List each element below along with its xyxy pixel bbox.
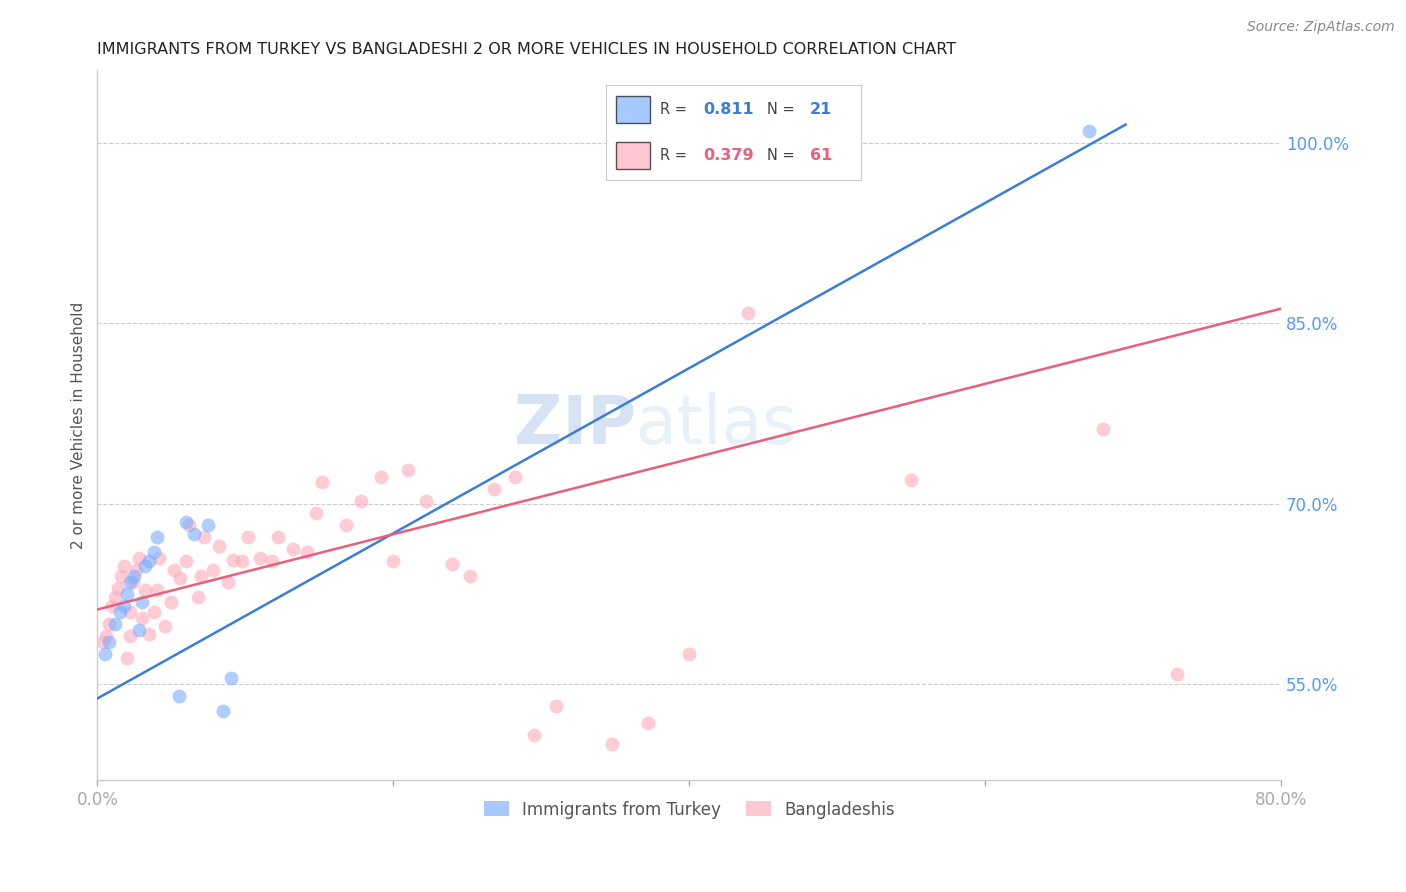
Point [125, 563, 148, 577]
Point [104, 616, 127, 631]
Point [260, 554, 283, 568]
Point [600, 737, 623, 751]
Text: IMMIGRANTS FROM TURKEY VS BANGLADESHI 2 OR MORE VEHICLES IN HOUSEHOLD CORRELATIO: IMMIGRANTS FROM TURKEY VS BANGLADESHI 2 … [97, 42, 956, 57]
Point [219, 671, 242, 685]
Point [124, 568, 146, 582]
Point [523, 728, 546, 742]
Point [138, 554, 160, 568]
Point [160, 595, 183, 609]
Point [107, 581, 129, 595]
Point [305, 506, 328, 520]
Point [503, 470, 526, 484]
Point [637, 715, 659, 730]
Text: Source: ZipAtlas.com: Source: ZipAtlas.com [1247, 20, 1395, 34]
Point [134, 583, 156, 598]
Point [382, 554, 405, 568]
Point [217, 574, 239, 589]
Point [110, 568, 132, 582]
Point [1077, 123, 1099, 137]
Point [212, 704, 235, 718]
Point [112, 599, 135, 613]
Point [134, 559, 156, 574]
Point [128, 623, 150, 637]
Point [142, 544, 165, 558]
Point [208, 539, 231, 553]
Point [98, 616, 121, 631]
Point [108, 605, 131, 619]
Point [267, 530, 290, 544]
Point [900, 473, 922, 487]
Point [396, 463, 419, 477]
Point [737, 306, 759, 320]
Point [94, 647, 117, 661]
Point [101, 599, 124, 613]
Y-axis label: 2 or more Vehicles in Household: 2 or more Vehicles in Household [72, 301, 86, 549]
Point [441, 557, 464, 571]
Point [415, 494, 437, 508]
Point [145, 530, 167, 544]
Point [118, 605, 141, 619]
Point [128, 550, 150, 565]
Point [115, 650, 138, 665]
Point [131, 611, 153, 625]
Point [118, 574, 141, 589]
Point [370, 470, 392, 484]
Point [145, 583, 167, 598]
Point [169, 571, 191, 585]
Point [458, 568, 481, 582]
Point [350, 494, 373, 508]
Point [148, 550, 170, 565]
Point [121, 574, 143, 589]
Point [91, 635, 114, 649]
Point [174, 554, 197, 568]
Point [190, 568, 212, 582]
Point [115, 587, 138, 601]
Text: atlas: atlas [636, 392, 797, 458]
Point [238, 530, 260, 544]
Point [544, 698, 567, 713]
Point [311, 475, 333, 489]
Point [96, 629, 118, 643]
Text: ZIP: ZIP [513, 392, 636, 458]
Point [98, 635, 121, 649]
Point [222, 553, 245, 567]
Point [177, 518, 200, 533]
Point [183, 526, 205, 541]
Point [167, 689, 190, 703]
Point [281, 542, 304, 557]
Point [335, 518, 357, 533]
Point [163, 563, 186, 577]
Point [297, 544, 319, 558]
Point [138, 626, 160, 640]
Point [201, 563, 224, 577]
Point [482, 482, 505, 496]
Point [112, 559, 135, 574]
Legend: Immigrants from Turkey, Bangladeshis: Immigrants from Turkey, Bangladeshis [477, 794, 901, 825]
Point [104, 591, 127, 605]
Point [193, 530, 215, 544]
Point [142, 605, 165, 619]
Point [131, 595, 153, 609]
Point [1092, 422, 1115, 436]
Point [155, 619, 177, 633]
Point [197, 518, 219, 533]
Point [678, 647, 700, 661]
Point [118, 629, 141, 643]
Point [1166, 667, 1188, 681]
Point [187, 591, 209, 605]
Point [174, 515, 197, 529]
Point [249, 550, 271, 565]
Point [231, 554, 253, 568]
